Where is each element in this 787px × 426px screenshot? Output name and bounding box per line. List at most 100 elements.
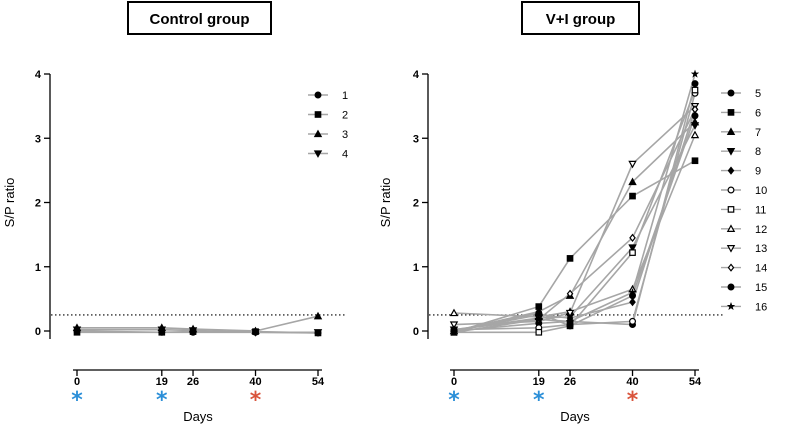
- data-point-12: [690, 130, 700, 139]
- legend-marker: [726, 127, 736, 135]
- legend-label: 14: [755, 263, 767, 275]
- control-group-panel: 0 1 2 3 4 S/P ratio 0 19 26 40 54 * * * Days 1 2 3 4: [2, 69, 348, 424]
- data-point-13: [449, 321, 459, 330]
- series-line-11: [454, 89, 696, 334]
- legend-label: 6: [755, 107, 761, 119]
- x-tick-label: 26: [564, 376, 576, 388]
- data-point-5: [691, 80, 699, 88]
- legend-label: 4: [342, 149, 348, 161]
- legend-marker: [727, 283, 735, 291]
- legend-marker: [314, 91, 322, 99]
- y-axis-title: S/P ratio: [378, 178, 393, 228]
- legend-label: 13: [755, 243, 767, 255]
- data-point-8: [690, 122, 700, 130]
- dose-asterisk: *: [250, 388, 262, 413]
- data-point-14: [566, 289, 574, 298]
- data-point-4: [251, 329, 260, 337]
- legend-label: 11: [755, 204, 766, 216]
- data-point-15: [535, 309, 543, 317]
- data-point-11: [535, 328, 543, 336]
- y-tick-label: 4: [35, 69, 42, 81]
- control-title-box: Control group: [127, 1, 272, 35]
- legend-label: 15: [755, 282, 767, 294]
- x-axis-title: Days: [183, 409, 213, 424]
- series-line-13: [453, 105, 696, 326]
- legend-marker: [727, 206, 735, 213]
- vi-title: V+I group: [546, 11, 616, 28]
- data-point-7: [628, 177, 637, 186]
- series-line-16: [453, 73, 696, 334]
- series-line-10: [453, 93, 696, 331]
- legend-label: 3: [342, 129, 348, 141]
- data-point-16: [534, 315, 543, 323]
- data-point-13: [628, 160, 637, 169]
- series-line-3: [77, 315, 319, 332]
- x-tick-label: 40: [249, 376, 261, 388]
- series-line-6: [453, 160, 696, 334]
- vi-title-frame: [521, 1, 640, 35]
- legend-label: 8: [755, 146, 761, 158]
- control-title: Control group: [150, 11, 250, 28]
- data-point-16: [628, 288, 637, 297]
- y-tick-label: 0: [35, 326, 41, 338]
- legend-marker: [726, 224, 736, 232]
- data-point-12: [449, 308, 459, 317]
- legend-marker: [727, 186, 735, 194]
- data-point-11: [691, 86, 699, 94]
- y-axis-title: S/P ratio: [2, 178, 17, 228]
- legend-marker: [313, 129, 323, 138]
- legend-marker: [727, 109, 735, 116]
- x-tick-label: 19: [156, 376, 168, 388]
- dose-asterisk: *: [71, 388, 83, 413]
- legend-marker: [726, 245, 736, 253]
- x-axis-title: Days: [560, 409, 590, 424]
- control-title-frame: [127, 1, 272, 35]
- legend-label: 10: [755, 185, 767, 197]
- x-tick-label: 0: [451, 376, 457, 388]
- legend-label: 1: [342, 90, 348, 102]
- x-tick-label: 54: [689, 376, 702, 388]
- legend-marker: [726, 301, 736, 310]
- x-tick-label: 54: [312, 376, 325, 388]
- data-point-6: [691, 157, 699, 165]
- dose-asterisk: *: [627, 388, 639, 413]
- legend-marker: [727, 89, 735, 97]
- x-tick-label: 40: [626, 376, 638, 388]
- data-point-16: [449, 327, 459, 336]
- data-point-16: [565, 316, 575, 325]
- y-tick-label: 2: [35, 198, 41, 210]
- legend-marker: [726, 148, 736, 156]
- data-point-13: [565, 309, 575, 318]
- data-point-10: [629, 317, 636, 325]
- legend-marker: [727, 166, 735, 175]
- dose-asterisk: *: [533, 388, 545, 413]
- legend-label: 7: [755, 127, 761, 139]
- data-point-14: [629, 233, 636, 242]
- data-point-3: [313, 311, 323, 320]
- data-point-4: [157, 326, 167, 335]
- x-tick-label: 19: [533, 376, 545, 388]
- y-tick-label: 1: [35, 262, 41, 274]
- legend-label: 9: [755, 166, 761, 178]
- data-point-8: [628, 244, 637, 252]
- y-tick-label: 0: [413, 326, 419, 338]
- series-line-5: [453, 83, 696, 332]
- dose-asterisk: *: [448, 388, 460, 413]
- legend-marker: [727, 263, 735, 272]
- data-point-16: [690, 69, 700, 78]
- legend-marker: [313, 150, 323, 158]
- y-tick-label: 1: [413, 262, 419, 274]
- y-tick-label: 3: [35, 133, 41, 145]
- y-tick-label: 2: [413, 198, 419, 210]
- legend-label: 2: [342, 110, 348, 122]
- data-point-4: [313, 329, 323, 337]
- legend-marker: [314, 111, 322, 118]
- data-point-6: [566, 255, 574, 262]
- y-tick-label: 3: [413, 133, 419, 145]
- dose-asterisk: *: [156, 388, 168, 413]
- x-tick-label: 26: [187, 376, 199, 388]
- data-point-4: [188, 327, 198, 335]
- data-point-9: [629, 297, 636, 307]
